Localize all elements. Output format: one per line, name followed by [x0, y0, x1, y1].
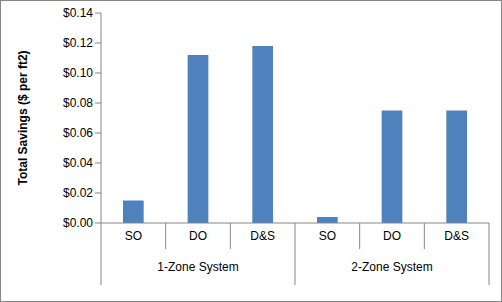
- svg-text:$0.04: $0.04: [63, 156, 93, 170]
- svg-text:$0.08: $0.08: [63, 96, 93, 110]
- svg-text:$0.10: $0.10: [63, 66, 93, 80]
- svg-text:$0.14: $0.14: [63, 6, 93, 20]
- svg-text:$0.12: $0.12: [63, 36, 93, 50]
- svg-text:1-Zone System: 1-Zone System: [157, 260, 238, 274]
- svg-text:$0.02: $0.02: [63, 186, 93, 200]
- svg-text:2-Zone System: 2-Zone System: [351, 260, 432, 274]
- svg-text:SO: SO: [319, 229, 336, 243]
- svg-text:SO: SO: [125, 229, 142, 243]
- svg-text:DO: DO: [189, 229, 207, 243]
- svg-text:D&S: D&S: [250, 229, 275, 243]
- svg-text:$0.06: $0.06: [63, 126, 93, 140]
- svg-text:$0.00: $0.00: [63, 216, 93, 230]
- svg-text:DO: DO: [383, 229, 401, 243]
- svg-text:Total Savings ($ per ft2): Total Savings ($ per ft2): [16, 50, 30, 185]
- svg-text:D&S: D&S: [444, 229, 469, 243]
